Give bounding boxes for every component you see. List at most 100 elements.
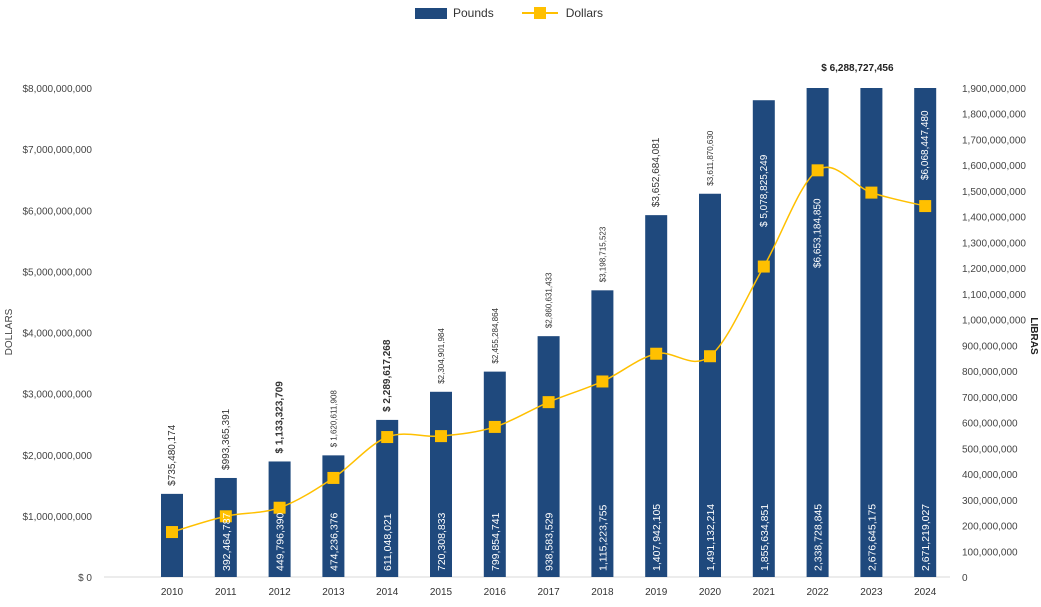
point-dollars — [542, 396, 555, 409]
point-dollars — [435, 430, 447, 443]
dollar-label: $ 2,289,617,268 — [382, 339, 393, 412]
dollar-label: $3,198,715,523 — [598, 226, 607, 282]
bar-label-pounds: 1,491,132,214 — [705, 504, 717, 571]
right-tick-label: 1,300,000,000 — [962, 238, 1026, 249]
dollar-label: $735,480,174 — [167, 424, 178, 486]
right-tick-label: 900,000,000 — [962, 341, 1018, 352]
right-tick-label: 200,000,000 — [962, 522, 1018, 533]
bar-pounds — [752, 100, 775, 577]
dollar-label: $ 1,620,611,908 — [329, 390, 338, 448]
right-tick-label: 1,400,000,000 — [962, 213, 1026, 224]
x-tick-label: 2014 — [376, 587, 399, 598]
bar-label-pounds: 474,236,376 — [328, 512, 340, 571]
x-tick-label: 2015 — [430, 587, 453, 598]
left-tick-label: $3,000,000,000 — [22, 390, 92, 401]
dollar-label: $2,455,284,864 — [491, 307, 500, 363]
bar-pounds — [806, 88, 829, 577]
right-axis-title: LIBRAS — [1028, 317, 1039, 355]
dollar-label: $6,068,447,480 — [920, 110, 931, 180]
legend-label-dollars: Dollars — [565, 6, 604, 20]
legend-item-pounds[interactable]: Pounds — [415, 6, 494, 20]
right-tick-label: 400,000,000 — [962, 470, 1018, 481]
bar-pounds — [268, 461, 291, 577]
left-tick-label: $1,000,000,000 — [22, 512, 92, 523]
right-tick-label: 100,000,000 — [962, 547, 1018, 558]
point-dollars — [488, 420, 501, 433]
x-tick-label: 2019 — [645, 587, 668, 598]
right-tick-label: 800,000,000 — [962, 367, 1018, 378]
point-dollars — [273, 501, 286, 514]
point-dollars — [811, 164, 824, 177]
x-tick-label: 2017 — [537, 587, 560, 598]
point-dollars — [865, 186, 878, 199]
left-axis-title: DOLLARS — [4, 308, 15, 355]
right-tick-label: 1,200,000,000 — [962, 264, 1026, 275]
bar-label-pounds: 2,671,219,027 — [920, 504, 932, 571]
x-tick-label: 2022 — [806, 587, 829, 598]
left-tick-label: $8,000,000,000 — [22, 84, 92, 95]
point-dollars — [381, 431, 394, 444]
right-tick-label: 600,000,000 — [962, 419, 1018, 430]
dollar-label: $ 1,133,323,709 — [275, 381, 286, 454]
left-tick-label: $2,000,000,000 — [22, 451, 92, 462]
point-dollars — [166, 526, 178, 539]
x-tick-label: 2024 — [914, 587, 937, 598]
right-tick-label: 1,500,000,000 — [962, 187, 1026, 198]
x-tick-label: 2021 — [753, 587, 776, 598]
bar-pounds — [214, 477, 237, 577]
bar-pounds — [645, 215, 668, 577]
right-tick-label: 700,000,000 — [962, 393, 1018, 404]
x-tick-label: 2011 — [215, 587, 237, 598]
right-tick-label: 1,900,000,000 — [962, 84, 1026, 95]
point-dollars — [919, 200, 932, 213]
bar-label-pounds: 799,854,741 — [490, 512, 502, 571]
bar-label-pounds: 1,407,942,105 — [651, 504, 663, 571]
bar-pounds — [860, 88, 883, 577]
point-dollars — [596, 375, 609, 388]
dollar-label: $2,304,901,984 — [437, 328, 446, 384]
legend-item-dollars[interactable]: Dollars — [521, 6, 604, 20]
x-tick-label: 2010 — [161, 587, 184, 598]
bar-label-pounds: 1,855,634,851 — [759, 504, 771, 571]
legend-label-pounds: Pounds — [453, 6, 494, 20]
dollar-label: $993,365,391 — [221, 408, 232, 470]
bar-pounds — [376, 419, 399, 577]
dollar-label: $3,652,684,081 — [651, 137, 662, 207]
legend-swatch-pounds — [415, 7, 447, 19]
right-tick-label: 0 — [962, 573, 968, 584]
dollar-label: $6,653,184,850 — [813, 198, 824, 268]
right-tick-label: 1,100,000,000 — [962, 290, 1026, 301]
bar-label-pounds: 1,115,223,755 — [597, 504, 609, 571]
bar-pounds — [591, 290, 614, 577]
bar-label-pounds: 938,583,529 — [544, 512, 556, 571]
bar-pounds — [322, 455, 345, 577]
left-tick-label: $ 0 — [78, 573, 92, 584]
left-tick-label: $4,000,000,000 — [22, 329, 92, 340]
chart-legend: Pounds Dollars — [415, 6, 631, 20]
point-dollars — [219, 510, 232, 523]
x-tick-label: 2018 — [591, 587, 614, 598]
dollar-label: $2,860,631,433 — [545, 272, 554, 328]
right-tick-label: 1,800,000,000 — [962, 110, 1026, 121]
x-tick-label: 2013 — [322, 587, 345, 598]
right-tick-label: 500,000,000 — [962, 444, 1018, 455]
x-tick-label: 2020 — [699, 587, 722, 598]
right-tick-label: 1,000,000,000 — [962, 316, 1026, 327]
point-dollars — [327, 471, 340, 484]
bar-label-pounds: 392,464,787 — [221, 512, 233, 571]
bar-label-pounds: 2,676,645,175 — [866, 504, 878, 571]
line-dollars — [171, 166, 926, 533]
bar-label-pounds: 449,796,390 — [275, 512, 287, 571]
left-tick-label: $5,000,000,000 — [22, 267, 92, 278]
x-tick-label: 2016 — [484, 587, 507, 598]
bar-label-pounds: 720,308,833 — [436, 512, 448, 571]
dollar-label: $ 6,288,727,456 — [821, 63, 894, 74]
bar-label-pounds: 611,048,021 — [382, 513, 394, 571]
dollar-label: $3,611,870,630 — [706, 130, 715, 186]
right-tick-label: 1,600,000,000 — [962, 161, 1026, 172]
point-dollars — [704, 350, 716, 363]
legend-swatch-dollars — [521, 7, 558, 19]
x-tick-label: 2012 — [268, 587, 291, 598]
bar-label-pounds: 2,338,728,845 — [813, 504, 825, 571]
